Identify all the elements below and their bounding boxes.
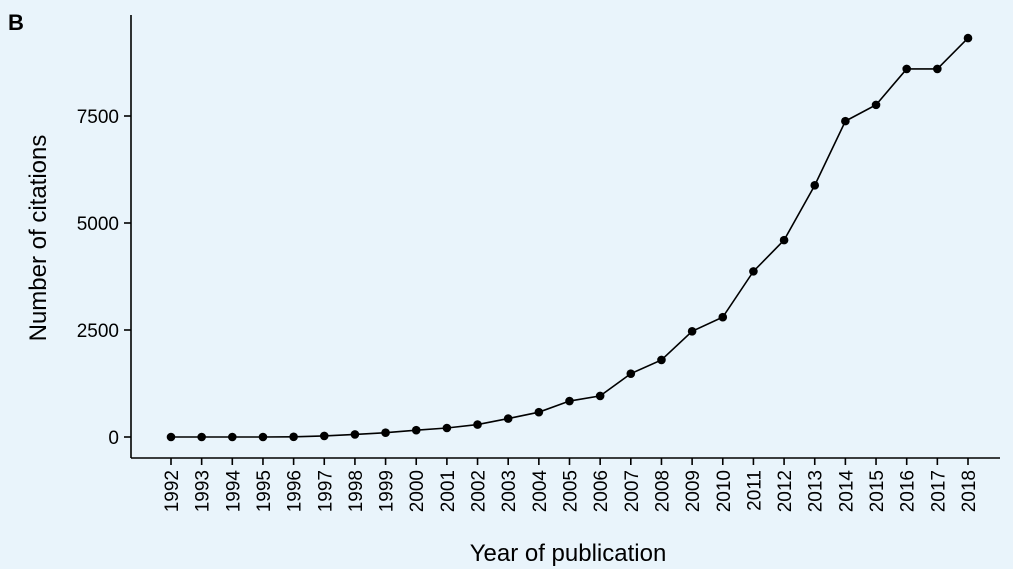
x-tick-label: 1992 [162, 470, 183, 512]
x-tick-label: 2011 [744, 470, 765, 511]
x-tick-label: 2004 [530, 470, 551, 513]
x-tick-label: 1993 [193, 470, 214, 512]
x-tick-label: 2003 [499, 470, 520, 512]
data-point [319, 431, 329, 441]
y-tick-label: 7500 [77, 107, 119, 128]
data-point [228, 432, 237, 442]
x-tick-label: 2000 [407, 470, 428, 512]
data-point [626, 369, 636, 378]
x-tick-label: 2006 [591, 470, 612, 512]
data-point [933, 64, 942, 74]
data-point [871, 100, 881, 110]
data-point [565, 396, 574, 406]
data-point [258, 432, 268, 442]
data-point [534, 407, 544, 417]
x-axis: 1992 1993 1994 1995 1996 1997 1998 1999 2000 2001… [131, 457, 1000, 513]
data-point [503, 414, 513, 423]
data-point [473, 420, 482, 429]
data-point [718, 312, 728, 322]
x-tick-label: 2013 [806, 470, 827, 512]
x-tick-label: 1995 [254, 470, 275, 512]
x-tick-label: 2012 [775, 470, 796, 512]
x-axis-title: Year of publication [470, 540, 667, 567]
data-point [810, 181, 820, 190]
data-point [841, 116, 850, 126]
x-tick-label: 2007 [622, 470, 643, 512]
y-tick-label: 2500 [77, 321, 119, 342]
data-point [657, 355, 666, 365]
y-tick-label: 0 [108, 428, 119, 449]
x-tick-label: 2009 [683, 470, 704, 512]
x-tick-label: 2014 [836, 470, 857, 513]
data-point [595, 391, 605, 401]
x-tick-label: 2002 [469, 470, 490, 512]
data-point [749, 267, 758, 276]
x-tick-label: 2010 [714, 470, 735, 512]
data-point [197, 432, 206, 442]
x-tick-label: 1996 [285, 470, 306, 512]
x-tick-label: 2001 [438, 470, 459, 512]
x-tick-label: 1994 [223, 470, 244, 513]
y-axis-title: Number of citations [25, 135, 52, 342]
data-point [902, 64, 911, 74]
x-tick-label: 2017 [928, 470, 949, 512]
x-tick-label: 2018 [959, 470, 980, 512]
data-point [411, 425, 421, 435]
x-tick-label: 1998 [346, 470, 367, 512]
data-point [166, 432, 176, 442]
x-tick-label: 1997 [315, 470, 336, 512]
data-point [779, 235, 789, 245]
plot-area [166, 33, 973, 442]
y-tick-label: 5000 [77, 214, 119, 235]
x-tick-label: 2016 [898, 470, 919, 512]
x-tick-label: 2005 [561, 470, 582, 512]
x-tick-label: 1999 [377, 470, 398, 512]
x-tick-label: 2015 [867, 470, 888, 512]
data-point [289, 432, 298, 442]
data-point [687, 326, 697, 336]
data-point [963, 33, 973, 43]
panel-label: B [8, 10, 24, 35]
citations-series-line [171, 37, 969, 438]
y-axis: 0 2500 5000 7500 [77, 15, 132, 458]
x-tick-label: 2008 [652, 470, 673, 512]
data-point [381, 428, 390, 438]
data-point [442, 423, 452, 433]
data-point [350, 430, 360, 439]
